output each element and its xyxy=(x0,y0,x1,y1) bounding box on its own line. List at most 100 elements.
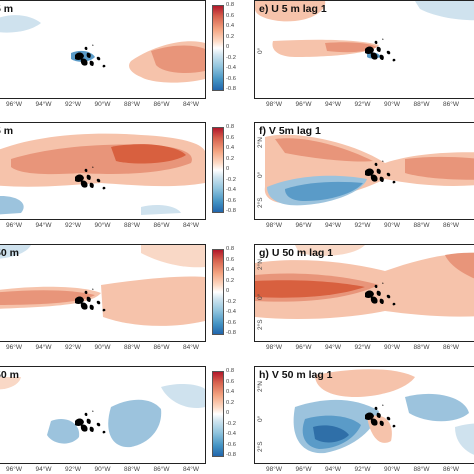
galapagos-islands xyxy=(75,166,106,190)
x-tick-label: 96°W xyxy=(295,344,312,351)
island-shape xyxy=(379,298,384,304)
island-shape xyxy=(386,416,391,421)
y-tick-label: 2°N xyxy=(257,259,264,270)
colorbar-tick-label: -0.4 xyxy=(226,309,236,315)
x-tick-label: 94°W xyxy=(35,466,52,473)
galapagos-islands xyxy=(75,288,106,312)
colorbar-tick-label: 0.6 xyxy=(226,256,235,263)
x-tick-label: 92°W xyxy=(354,344,371,351)
colorbar-tick-label: 0.2 xyxy=(226,399,235,406)
galapagos-islands xyxy=(365,38,396,62)
y-tick-label: 0° xyxy=(257,47,264,54)
map-panel: 50 m xyxy=(0,244,206,342)
negative-correlation-region xyxy=(455,423,474,455)
island-shape xyxy=(102,430,106,434)
x-tick-label: 86°W xyxy=(153,466,170,473)
island-shape xyxy=(392,180,396,184)
heatmap-field xyxy=(255,245,474,319)
colorbar-tick-label: 0.6 xyxy=(226,12,235,19)
negative-correlation-region xyxy=(415,1,474,21)
island-shape xyxy=(386,294,391,299)
colorbar-tick-label: -0.8 xyxy=(226,452,236,458)
heatmap-field xyxy=(264,134,474,206)
island-shape xyxy=(102,64,106,68)
colorbar-tick-label: -0.8 xyxy=(226,86,236,92)
x-tick-label: 94°W xyxy=(35,101,52,108)
negative-correlation-region xyxy=(313,425,349,443)
colorbar-tick-label: -0.8 xyxy=(226,208,236,214)
map-panel: 50 m xyxy=(0,366,206,464)
heatmap-field xyxy=(0,377,205,448)
island-shape xyxy=(365,168,374,176)
map-panel: h) V 50 m lag 1 xyxy=(254,366,474,464)
island-shape xyxy=(84,412,88,416)
galapagos-islands xyxy=(365,160,396,184)
colorbar-tick-label: -0.6 xyxy=(226,441,236,448)
x-tick-label: 94°W xyxy=(325,101,341,108)
x-tick-label: 86°W xyxy=(443,344,459,351)
x-tick-label: 90°W xyxy=(384,101,400,108)
colorbar xyxy=(212,371,224,457)
galapagos-islands xyxy=(75,410,106,434)
colorbar-tick-label: 0.8 xyxy=(226,2,235,8)
x-tick-label: 84°W xyxy=(183,101,199,108)
positive-correlation-region xyxy=(151,45,205,73)
island-shape xyxy=(89,304,94,310)
colorbar-tick-label: -0.4 xyxy=(226,65,236,71)
colorbar-tick-label: 0.4 xyxy=(226,145,235,151)
x-tick-label: 96°W xyxy=(295,222,312,229)
x-tick-label: 94°W xyxy=(325,222,341,229)
y-tick-label: 0° xyxy=(257,293,264,300)
x-tick-label: 96°W xyxy=(6,222,22,229)
island-shape xyxy=(92,166,94,168)
island-shape xyxy=(374,284,378,288)
x-tick-label: 88°W xyxy=(413,344,430,351)
colorbar-tick-label: -0.8 xyxy=(226,330,236,336)
island-shape xyxy=(86,418,91,424)
island-shape xyxy=(376,290,381,296)
island-shape xyxy=(370,296,378,304)
negative-correlation-region xyxy=(0,196,24,215)
x-tick-label: 96°W xyxy=(6,344,22,351)
positive-correlation-region xyxy=(141,245,205,268)
x-tick-label: 90°W xyxy=(94,466,111,473)
island-shape xyxy=(80,58,88,66)
colorbar-tick-label: 0.4 xyxy=(226,23,235,29)
map-panel: 5 m xyxy=(0,0,206,99)
colorbar-tick-label: 0.4 xyxy=(226,267,235,273)
island-shape xyxy=(75,52,84,60)
panel-label: 5 m xyxy=(0,125,14,137)
x-tick-label: 92°W xyxy=(65,101,81,108)
island-shape xyxy=(376,168,381,174)
negative-correlation-region xyxy=(405,393,469,422)
negative-correlation-region xyxy=(0,245,31,259)
negative-correlation-region xyxy=(47,418,80,444)
colorbar-tick-label: -0.6 xyxy=(226,197,236,204)
x-tick-label: 98°W xyxy=(266,101,282,108)
x-tick-label: 84°W xyxy=(183,222,199,229)
colorbar-tick-label: -0.2 xyxy=(226,176,236,183)
positive-correlation-region xyxy=(255,1,326,22)
colorbar-tick-label: 0.2 xyxy=(226,33,235,40)
island-shape xyxy=(96,178,101,183)
panel-label: h) V 50 m lag 1 xyxy=(259,369,333,381)
panel-label: 50 m xyxy=(0,369,19,381)
heatmap-field xyxy=(293,369,474,455)
x-tick-label: 86°W xyxy=(443,466,459,473)
y-tick-label: 0° xyxy=(257,415,264,422)
x-tick-label: 88°W xyxy=(124,101,140,108)
x-tick-label: 88°W xyxy=(413,222,430,229)
y-tick-label: 0° xyxy=(257,171,264,178)
panel-label: e) U 5 m lag 1 xyxy=(259,3,327,15)
island-shape xyxy=(89,182,94,188)
island-shape xyxy=(382,404,384,406)
island-shape xyxy=(84,168,88,172)
negative-correlation-region xyxy=(285,181,363,201)
island-shape xyxy=(382,160,384,162)
positive-correlation-region xyxy=(101,276,205,326)
colorbar-tick-label: 0 xyxy=(226,410,230,416)
island-shape xyxy=(392,302,396,306)
positive-correlation-region xyxy=(255,280,365,298)
island-shape xyxy=(102,186,106,190)
heatmap-field xyxy=(0,15,205,83)
